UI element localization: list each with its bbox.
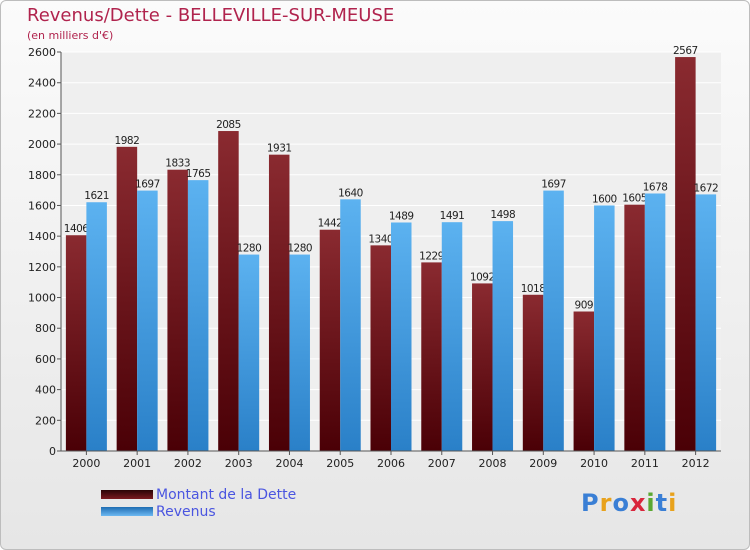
data-label: 1765 (186, 168, 211, 180)
x-tick-label: 2002 (174, 457, 202, 470)
data-label: 2567 (673, 45, 698, 57)
y-tick-label: 2400 (28, 77, 56, 90)
logo-letter: r (599, 489, 613, 517)
legend-swatch-revenus (101, 507, 153, 516)
data-label: 1931 (267, 143, 292, 155)
bar-dette (573, 311, 595, 451)
x-tick-label: 2012 (682, 457, 710, 470)
y-tick-label: 1200 (28, 261, 56, 274)
bar-revenus (543, 190, 564, 451)
logo-letter: x (629, 489, 647, 517)
bar-dette (65, 235, 87, 451)
data-label: 1340 (368, 233, 393, 245)
bar-dette (319, 229, 341, 451)
x-tick-label: 2001 (123, 457, 151, 470)
x-tick-label: 2010 (580, 457, 608, 470)
data-label: 1621 (84, 190, 109, 202)
legend: Montant de la Dette Revenus (101, 486, 296, 520)
chart-title: Revenus/Dette - BELLEVILLE-SUR-MEUSE (27, 5, 395, 26)
bar-revenus (391, 222, 412, 451)
bar-dette (268, 154, 290, 451)
data-label: 1672 (693, 182, 718, 194)
bar-revenus (238, 254, 260, 451)
data-label: 1229 (419, 250, 444, 262)
y-tick-label: 600 (35, 353, 56, 366)
x-tick-label: 2011 (631, 457, 659, 470)
bar-revenus (695, 194, 717, 452)
logo-letter: t (655, 489, 669, 517)
data-label: 1498 (490, 209, 515, 221)
legend-item-dette: Montant de la Dette (101, 486, 296, 503)
bar-revenus (289, 254, 310, 451)
legend-label-revenus: Revenus (156, 503, 216, 520)
bar-revenus (492, 221, 514, 451)
logo-letter: i (646, 489, 656, 517)
chart-subtitle: (en milliers d'€) (27, 29, 114, 42)
y-tick-label: 2200 (28, 107, 56, 120)
logo-letter: P (581, 489, 600, 517)
bar-revenus (644, 193, 666, 452)
data-label: 1280 (237, 243, 262, 255)
proxiti-logo: Proxiti (581, 489, 677, 517)
y-tick-label: 1400 (28, 230, 56, 243)
x-tick-label: 2007 (428, 457, 456, 470)
x-tick-label: 2003 (225, 457, 253, 470)
data-label: 1600 (592, 193, 617, 205)
bar-revenus (594, 205, 615, 451)
data-label: 1605 (622, 193, 647, 205)
data-label: 1489 (389, 210, 414, 222)
bar-revenus (340, 199, 361, 451)
bar-dette (624, 204, 645, 451)
bar-dette (675, 57, 696, 451)
bar-dette (218, 131, 239, 451)
bar-revenus (187, 180, 209, 451)
bar-revenus (137, 190, 158, 451)
data-label: 909 (575, 300, 594, 312)
y-tick-label: 0 (49, 445, 56, 458)
x-tick-label: 2008 (479, 457, 507, 470)
bar-dette (116, 146, 138, 451)
bar-dette (370, 245, 391, 451)
x-tick-label: 2006 (377, 457, 405, 470)
x-tick-label: 2000 (72, 457, 100, 470)
data-label: 1697 (135, 179, 160, 191)
y-tick-label: 800 (35, 322, 56, 335)
bar-dette (522, 294, 544, 451)
y-tick-label: 1800 (28, 169, 56, 182)
y-tick-label: 400 (35, 384, 56, 397)
legend-item-revenus: Revenus (101, 503, 296, 520)
data-label: 1640 (338, 187, 363, 199)
data-label: 1678 (643, 181, 668, 193)
bar-dette (472, 283, 493, 451)
x-tick-label: 2009 (529, 457, 557, 470)
legend-label-dette: Montant de la Dette (156, 486, 297, 503)
data-label: 1442 (318, 218, 343, 230)
data-label: 1092 (470, 271, 495, 283)
bar-revenus (441, 222, 463, 451)
y-tick-label: 1000 (28, 292, 56, 305)
y-tick-label: 2600 (28, 46, 56, 59)
data-label: 1697 (541, 179, 566, 191)
legend-swatch-dette (101, 490, 153, 499)
bar-dette (421, 262, 442, 451)
y-tick-label: 200 (35, 414, 56, 427)
x-tick-label: 2005 (326, 457, 354, 470)
y-tick-label: 2000 (28, 138, 56, 151)
bar-dette (167, 169, 188, 451)
logo-letter: o (612, 489, 630, 517)
data-label: 1018 (521, 283, 546, 295)
data-label: 1833 (165, 158, 190, 170)
logo-letter: i (668, 489, 678, 517)
data-label: 1491 (440, 210, 465, 222)
x-tick-label: 2004 (275, 457, 303, 470)
y-tick-label: 1600 (28, 199, 56, 212)
data-label: 1280 (287, 243, 312, 255)
data-label: 2085 (216, 119, 241, 131)
bar-revenus (86, 202, 107, 451)
data-label: 1406 (64, 223, 90, 235)
data-label: 1982 (115, 135, 140, 147)
